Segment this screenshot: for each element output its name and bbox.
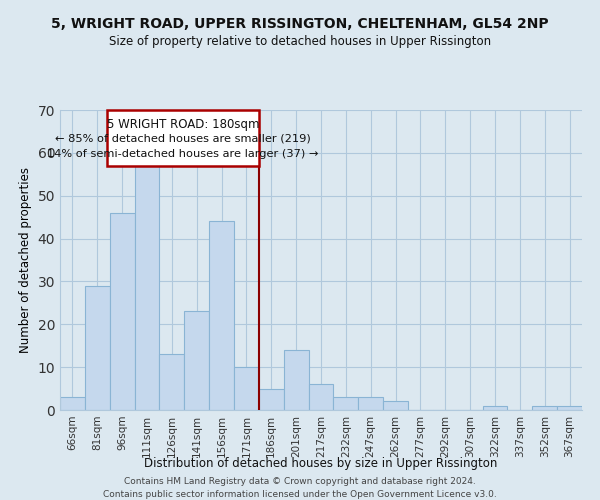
Bar	[110, 213, 134, 410]
Bar	[85, 286, 110, 410]
Bar	[358, 397, 383, 410]
Bar	[557, 406, 582, 410]
Text: 14% of semi-detached houses are larger (37) →: 14% of semi-detached houses are larger (…	[47, 150, 319, 160]
Bar	[134, 162, 160, 410]
Bar	[284, 350, 308, 410]
Bar	[209, 222, 234, 410]
FancyBboxPatch shape	[107, 110, 259, 166]
Bar	[60, 397, 85, 410]
Text: Distribution of detached houses by size in Upper Rissington: Distribution of detached houses by size …	[145, 458, 497, 470]
Bar	[383, 402, 408, 410]
Bar	[160, 354, 184, 410]
Text: 5 WRIGHT ROAD: 180sqm: 5 WRIGHT ROAD: 180sqm	[107, 118, 259, 130]
Bar	[259, 388, 284, 410]
Bar	[308, 384, 334, 410]
Bar	[184, 312, 209, 410]
Text: Contains HM Land Registry data © Crown copyright and database right 2024.: Contains HM Land Registry data © Crown c…	[124, 478, 476, 486]
Bar	[234, 367, 259, 410]
Bar	[482, 406, 508, 410]
Y-axis label: Number of detached properties: Number of detached properties	[19, 167, 32, 353]
Bar	[532, 406, 557, 410]
Text: Contains public sector information licensed under the Open Government Licence v3: Contains public sector information licen…	[103, 490, 497, 499]
Bar	[334, 397, 358, 410]
Text: ← 85% of detached houses are smaller (219): ← 85% of detached houses are smaller (21…	[55, 134, 311, 143]
Text: 5, WRIGHT ROAD, UPPER RISSINGTON, CHELTENHAM, GL54 2NP: 5, WRIGHT ROAD, UPPER RISSINGTON, CHELTE…	[51, 18, 549, 32]
Text: Size of property relative to detached houses in Upper Rissington: Size of property relative to detached ho…	[109, 35, 491, 48]
